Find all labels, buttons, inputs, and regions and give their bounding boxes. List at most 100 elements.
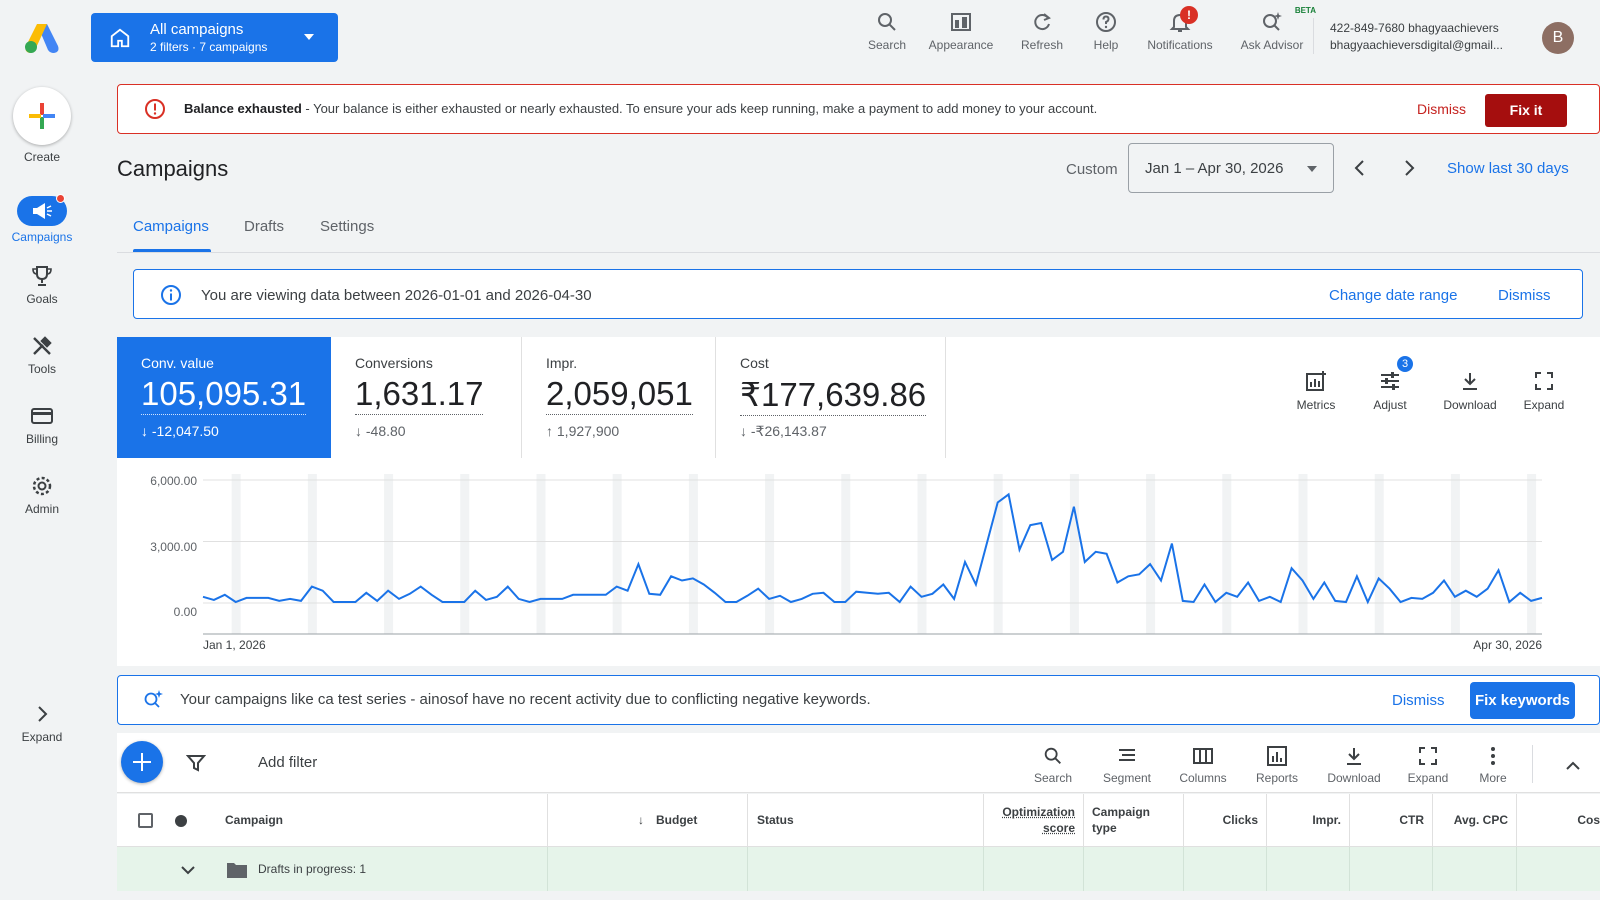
column-clicks[interactable]: Clicks	[1184, 794, 1267, 847]
table-cell	[984, 847, 1084, 891]
add-campaign-button[interactable]	[121, 741, 163, 783]
column-header-label: score	[1042, 821, 1075, 835]
chevron-down-icon[interactable]	[179, 861, 197, 879]
sidebar-expand[interactable]: Expand	[0, 702, 84, 744]
filter-icon[interactable]	[186, 753, 206, 773]
scorecard-label: Conversions	[355, 355, 433, 371]
chart-expand-button[interactable]: Expand	[1517, 370, 1571, 412]
sidebar-item-tools[interactable]: Tools	[0, 334, 84, 376]
table-cell	[1184, 847, 1267, 891]
date-range-value: Jan 1 – Apr 30, 2026	[1145, 160, 1284, 177]
google-ads-logo[interactable]	[24, 22, 60, 54]
scorecard-conv-value[interactable]: Conv. value 105,095.31 ↓ -12,047.50	[117, 337, 331, 458]
change-date-range-link[interactable]: Change date range	[1329, 287, 1458, 304]
table-row-drafts[interactable]: Drafts in progress: 1	[117, 847, 1600, 891]
previous-period-icon[interactable]	[1350, 158, 1370, 178]
column-campaign-type[interactable]: Campaign type	[1084, 794, 1184, 847]
conv-value-series-line	[202, 492, 1543, 605]
more-button[interactable]: More	[1471, 745, 1515, 785]
sidebar-item-create-label: Create	[23, 150, 61, 164]
add-filter-input[interactable]: Add filter	[258, 754, 318, 771]
sidebar-item-billing[interactable]: Billing	[0, 404, 84, 446]
x-start-label: Jan 1, 2026	[203, 638, 266, 652]
sidebar-item-label: Admin	[24, 502, 59, 516]
adjust-button[interactable]: 3 Adjust	[1365, 356, 1415, 412]
reports-button[interactable]: Reports	[1247, 745, 1307, 785]
sidebar: Create Campaigns Goals Tools Billing Adm…	[0, 74, 84, 900]
header-notifications-button[interactable]: ! Notifications	[1140, 6, 1220, 52]
column-budget[interactable]: ↓ Budget	[548, 794, 748, 847]
column-ctr[interactable]: CTR	[1350, 794, 1433, 847]
table-cell	[1267, 847, 1350, 891]
column-campaign[interactable]: Campaign	[117, 794, 548, 847]
scorecard-cost[interactable]: Cost ₹177,639.86 ↓ -₹26,143.87	[716, 337, 946, 458]
chart-download-button[interactable]: Download	[1437, 370, 1503, 412]
sidebar-item-admin[interactable]: Admin	[0, 474, 84, 516]
reports-label: Reports	[1255, 771, 1299, 785]
show-last-30-days-link[interactable]: Show last 30 days	[1447, 160, 1569, 177]
table-search-button[interactable]: Search	[1025, 745, 1081, 785]
tab-campaigns[interactable]: Campaigns	[133, 218, 209, 235]
fix-it-button[interactable]: Fix it	[1485, 94, 1567, 127]
tab-drafts[interactable]: Drafts	[244, 218, 285, 235]
scorecard-delta-value: -12,047.50	[151, 423, 219, 439]
header-refresh-button[interactable]: Refresh	[1010, 10, 1074, 52]
balance-dismiss-button[interactable]: Dismiss	[1417, 101, 1466, 117]
balance-alert-message: Balance exhausted - Your balance is eith…	[184, 101, 1097, 116]
header-ask-advisor-button[interactable]: BETA Ask Advisor	[1234, 6, 1316, 52]
account-selector[interactable]: All campaigns 2 filters · 7 campaigns	[91, 13, 338, 62]
sidebar-item-label: Billing	[25, 432, 58, 446]
create-button[interactable]	[13, 87, 71, 145]
tab-settings[interactable]: Settings	[320, 218, 375, 235]
column-avg-cpc[interactable]: Avg. CPC	[1433, 794, 1517, 847]
tools-icon	[33, 336, 52, 355]
table-cell	[548, 847, 748, 891]
chevron-up-icon[interactable]	[1564, 757, 1582, 775]
date-info-dismiss-link[interactable]: Dismiss	[1498, 287, 1551, 304]
column-header-label: Impr.	[1312, 813, 1341, 827]
megaphone-icon	[33, 203, 52, 219]
table-expand-button[interactable]: Expand	[1400, 745, 1456, 785]
weekend-band	[1374, 474, 1384, 634]
avatar[interactable]: B	[1542, 22, 1574, 54]
arrow-down-icon: ↓	[355, 423, 366, 439]
select-all-checkbox[interactable]	[138, 813, 153, 828]
appearance-icon	[951, 13, 971, 31]
column-cost[interactable]: Cos	[1517, 794, 1600, 847]
header-appearance-button[interactable]: Appearance	[921, 10, 1001, 52]
column-optimization-score[interactable]: Optimization score	[984, 794, 1084, 847]
scorecard-conversions[interactable]: Conversions 1,631.17 ↓ -48.80	[331, 337, 522, 458]
table-download-button[interactable]: Download	[1322, 745, 1386, 785]
line-chart-svg[interactable]: 6,000.00 3,000.00 0.00 Jan 1, 2026 Apr 3…	[117, 458, 1600, 666]
table-toolbar: Add filter Search Segment Columns Report…	[117, 733, 1600, 793]
date-range-picker[interactable]: Jan 1 – Apr 30, 2026	[1128, 143, 1334, 193]
drafts-in-progress-label: Drafts in progress: 1	[258, 862, 367, 876]
sidebar-item-campaigns[interactable]: Campaigns	[0, 194, 84, 244]
segment-label: Segment	[1102, 771, 1152, 785]
column-status[interactable]: Status	[748, 794, 984, 847]
header-appearance-label: Appearance	[928, 38, 994, 52]
sidebar-item-goals[interactable]: Goals	[0, 264, 84, 306]
header-refresh-label: Refresh	[1020, 38, 1064, 52]
y-tick-label: 3,000.00	[150, 540, 197, 554]
column-impressions[interactable]: Impr.	[1267, 794, 1350, 847]
metrics-button[interactable]: Metrics	[1286, 370, 1346, 412]
table-cell	[748, 847, 984, 891]
search-icon	[1044, 747, 1061, 764]
scorecard-impressions[interactable]: Impr. 2,059,051 ↑ 1,927,900	[522, 337, 716, 458]
columns-button[interactable]: Columns	[1173, 745, 1233, 785]
y-tick-label: 6,000.00	[150, 474, 197, 488]
scorecard-value: ₹177,639.86	[740, 375, 927, 416]
account-info[interactable]: 422-849-7680 bhagyaachievers bhagyaachie…	[1330, 20, 1503, 54]
column-header-label: CTR	[1399, 813, 1424, 827]
page-title: Campaigns	[117, 156, 229, 181]
keyword-dismiss-link[interactable]: Dismiss	[1392, 692, 1445, 709]
header-search-button[interactable]: Search	[855, 10, 919, 52]
fix-keywords-button[interactable]: Fix keywords	[1470, 682, 1575, 719]
folder-icon	[227, 863, 247, 878]
weekend-band	[1146, 474, 1156, 634]
segment-button[interactable]: Segment	[1095, 745, 1159, 785]
more-label: More	[1479, 771, 1507, 785]
next-period-icon[interactable]	[1399, 158, 1419, 178]
header-help-button[interactable]: Help	[1082, 10, 1130, 52]
